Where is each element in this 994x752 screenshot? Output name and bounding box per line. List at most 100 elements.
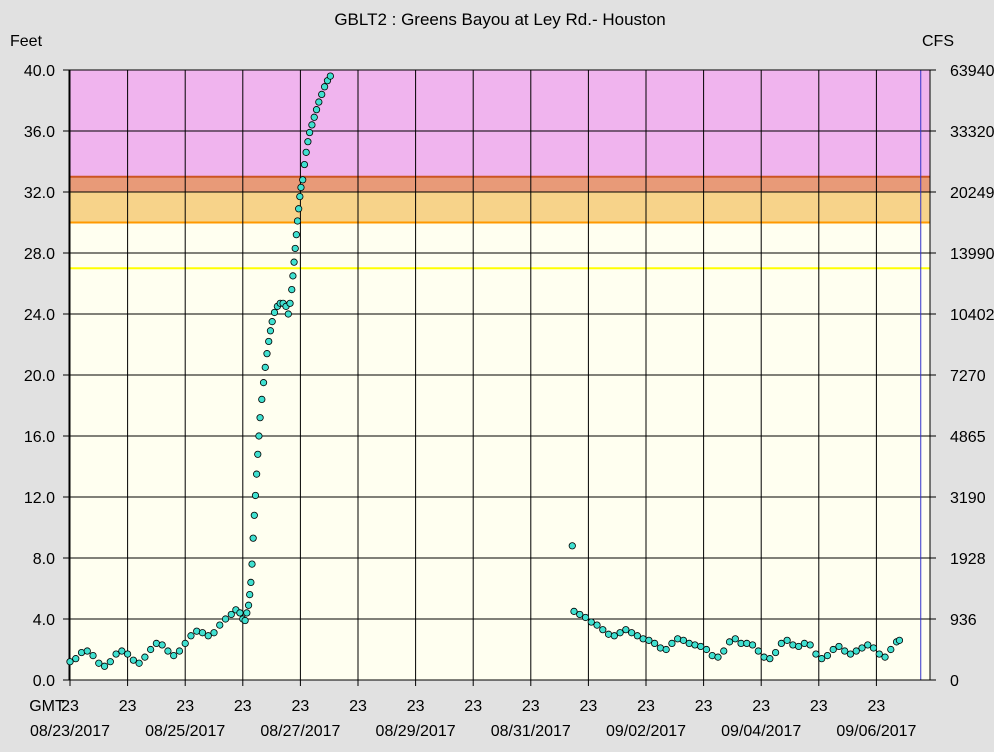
y-tick-label: 8.0 [33,551,55,568]
x-tick-hour-label: 23 [637,698,655,715]
data-point [135,659,143,667]
data-point [221,615,230,623]
data-point [244,601,253,609]
data-point [662,645,670,654]
y-tick-label: 24.0 [24,307,55,324]
data-point [869,644,878,652]
data-point [83,647,91,655]
data-point [777,639,785,648]
data-point [236,609,244,617]
y-tick-label: 4.0 [33,612,55,629]
data-point [622,626,630,634]
x-tick-hour-label: 23 [176,698,194,715]
data-point [895,636,904,644]
data-point [198,629,207,637]
data-point [268,318,276,326]
data-point [818,655,826,663]
data-point [258,395,266,403]
data-point [568,542,576,550]
x-tick-hour-label: 23 [868,698,886,715]
data-point [291,244,299,253]
x-tick-hour-label: 23 [752,698,770,715]
data-point [164,647,172,655]
x-tick-hour-label: 23 [695,698,713,715]
data-point [170,651,178,660]
data-point [289,272,297,280]
x-tick-hour-label: 23 [234,698,252,715]
y-tick-label: 12.0 [24,490,55,507]
data-point [310,113,318,121]
data-point [300,160,309,169]
flood-band-0 [69,70,930,177]
data-point [72,655,80,663]
data-point [576,610,584,619]
data-point [881,653,889,661]
y2-tick-label: 13990 [950,246,994,263]
data-point [846,650,855,658]
y-tick-label: 16.0 [24,429,55,446]
data-point [593,621,601,629]
data-point [181,639,189,648]
y-tick-label: 20.0 [24,368,55,385]
data-point [89,651,97,660]
data-point [204,632,212,640]
data-point [829,645,837,654]
y2-tick-label: 936 [950,612,977,629]
x-tick-hour-label: 23 [349,698,367,715]
x-tick-hour-label: 23 [580,698,598,715]
data-point [651,639,659,648]
data-point [806,641,814,649]
data-point [627,629,636,637]
data-point [253,470,261,478]
data-point [250,511,258,519]
x-tick-date-label: 08/23/2017 [30,723,110,740]
plot-border [68,69,931,681]
data-point [147,645,155,654]
data-point [290,258,298,266]
data-point [227,610,235,619]
data-point [286,299,294,307]
data-point [858,644,866,652]
x-tick-date-label: 09/02/2017 [606,723,686,740]
x-tick-date-label: 08/27/2017 [260,723,340,740]
data-point [312,106,321,114]
data-point [249,534,257,542]
data-point [304,138,312,146]
data-point [100,662,109,670]
y2-tick-label: 7270 [950,368,986,385]
data-point [875,650,883,658]
y-axis-label-feet: Feet [10,33,43,50]
x-tick-hour-label: 23 [810,698,828,715]
data-point [296,192,304,201]
data-point [112,650,120,658]
y2-axis-label-cfs: CFS [922,33,954,50]
data-point [295,205,303,213]
data-point [610,632,618,640]
data-point [141,653,149,661]
y2-tick-label: 10402 [950,307,994,324]
data-point [823,651,832,660]
data-point [248,560,256,568]
y2-tick-label: 4865 [950,429,986,446]
x-tick-hour-label: 23 [407,698,425,715]
data-point [315,98,323,106]
x-tick-date-label: 08/25/2017 [145,723,225,740]
data-point [668,639,676,648]
y2-tick-label: 33320 [950,124,994,141]
x-tick-hour-label: 23 [61,698,79,715]
data-point [95,659,103,667]
y-tick-label: 36.0 [24,124,55,141]
data-point [570,607,578,615]
data-point [754,647,762,655]
data-point [587,618,595,626]
x-tick-date-label: 08/31/2017 [491,723,571,740]
timezone-label: GMT [29,698,65,715]
data-point [771,648,780,657]
data-point [256,414,264,422]
data-point [293,217,302,225]
data-point [795,642,803,651]
x-tick-date-label: 08/29/2017 [376,723,456,740]
data-point [187,632,195,640]
y2-tick-label: 1928 [950,551,986,568]
x-tick-hour-label: 23 [119,698,137,715]
